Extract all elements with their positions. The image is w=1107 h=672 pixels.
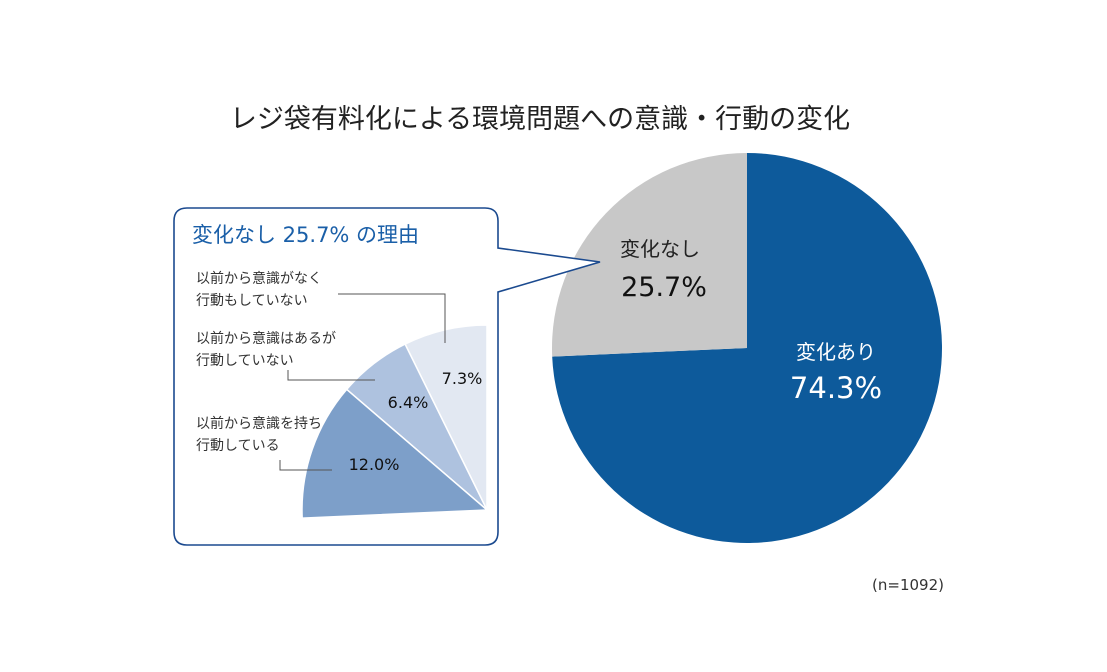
slice-label-changed: 変化あり — [796, 340, 876, 364]
sub-slice-aware-acting — [301, 388, 489, 519]
value-aware-acting: 12.0% — [349, 455, 400, 474]
sample-size-note: (n=1092) — [872, 576, 944, 594]
slice-value-no-change: 25.7% — [621, 272, 707, 303]
label-aware-acting-line2: 行動している — [196, 438, 280, 454]
label-no-awareness-line1: 以前から意識がなく — [196, 270, 322, 287]
callout-title: 変化なし 25.7% の理由 — [192, 223, 419, 247]
leader-line-aware-not-acting — [287, 370, 375, 381]
slice-label-no-change: 変化なし — [620, 237, 700, 261]
leader-line-aware-acting — [279, 460, 332, 471]
pie-slice-changed — [552, 153, 943, 543]
main-pie — [552, 153, 943, 543]
pie-slice-no-change — [552, 153, 747, 357]
value-aware-not-acting: 6.4% — [388, 393, 429, 412]
chart-title: レジ袋有料化による環境問題への意識・行動の変化 — [230, 104, 850, 135]
sub-pie-labels: 以前から意識がなく 行動もしていない 以前から意識はあるが 行動していない 以前… — [196, 270, 482, 474]
sub-pie — [301, 324, 489, 519]
label-no-awareness-line2: 行動もしていない — [196, 293, 308, 309]
slice-value-changed: 74.3% — [790, 371, 882, 405]
label-aware-not-acting-line1: 以前から意識はあるが — [196, 330, 336, 347]
main-pie-labels: 変化なし 25.7% 変化あり 74.3% — [620, 237, 882, 405]
value-no-awareness: 7.3% — [442, 369, 483, 388]
label-aware-acting-line1: 以前から意識を持ち — [196, 415, 322, 432]
leader-line-no-awareness — [338, 293, 446, 343]
leader-lines — [279, 293, 446, 471]
label-aware-not-acting-line2: 行動していない — [196, 353, 294, 369]
